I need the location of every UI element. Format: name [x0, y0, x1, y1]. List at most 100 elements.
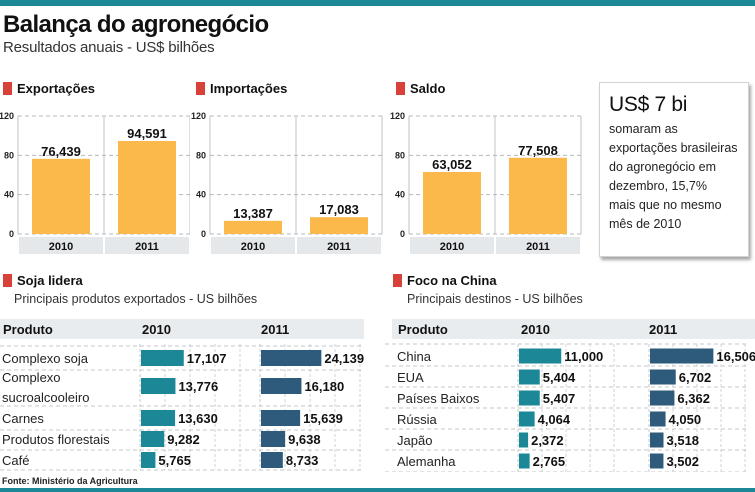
- legend-square-icon: [393, 274, 402, 287]
- row-label: Rússia: [397, 412, 438, 427]
- bar-value-label: 16,180: [304, 379, 344, 394]
- row-label: China: [397, 349, 432, 364]
- category-label-bg: [19, 237, 103, 254]
- legend-square-icon: [196, 82, 205, 95]
- y-tick-label: 120: [191, 111, 206, 121]
- bar-value-label: 2,372: [531, 433, 564, 448]
- bar-2010: [141, 452, 156, 468]
- soja-chart: Complexo soja 17,107 24,139 Complexo sucroal…: [0, 344, 364, 471]
- y-tick-label: 120: [390, 111, 405, 121]
- bar-2010: [519, 453, 530, 469]
- bar-value-label: 4,050: [669, 412, 702, 427]
- callout-headline: US$ 7 bi: [609, 93, 688, 116]
- row-label: sucroalcooleiro: [2, 390, 89, 405]
- header-2010: 2010: [521, 321, 550, 337]
- bar-value-label: 9,638: [288, 432, 321, 447]
- soja-subtitle: Principais produtos exportados - US bilh…: [14, 292, 258, 306]
- row-label: Produtos florestais: [2, 432, 110, 447]
- legend-square-icon: [3, 82, 12, 95]
- saldo-title: Saldo: [410, 81, 446, 96]
- bar-2011: [261, 350, 322, 366]
- category-label-bg: [297, 237, 381, 254]
- bar-2011: [261, 378, 302, 394]
- bar-2011: [118, 140, 176, 234]
- header-2010: 2010: [142, 321, 171, 337]
- soja-table-header: Produto 2010 2011: [0, 319, 364, 339]
- bar-2011: [261, 410, 301, 426]
- bar-value-label: 5,404: [543, 370, 576, 385]
- bar-value-label: 13,776: [178, 379, 218, 394]
- bar-value-label: 16,506: [716, 349, 755, 364]
- bar-value-label: 11,000: [564, 349, 603, 364]
- y-tick-label: 80: [395, 150, 405, 160]
- row-label: Complexo: [2, 370, 61, 385]
- exportacoes-chart: 0 40 80 120 76,439 2010 94,591 2011: [0, 111, 190, 254]
- callout-line: exportações brasileiras: [609, 141, 738, 155]
- y-tick-label: 40: [395, 190, 405, 200]
- callout-line: somaram as: [609, 122, 678, 136]
- x-tick-label: 2011: [327, 241, 351, 253]
- bar-2011: [650, 411, 666, 427]
- bar-2010: [519, 390, 540, 406]
- bar-2010: [519, 432, 529, 448]
- category-label-bg: [410, 237, 494, 254]
- bar-value-label: 77,508: [518, 143, 558, 158]
- row-label: Japão: [397, 433, 432, 448]
- row-label: EUA: [397, 370, 424, 385]
- y-tick-label: 80: [4, 150, 14, 160]
- soja-label: Soja lidera: [3, 273, 83, 288]
- y-tick-label: 80: [196, 150, 206, 160]
- china-table-header: Produto 2010 2011: [392, 319, 755, 339]
- bar-value-label: 9,282: [167, 432, 200, 447]
- bar-value-label: 13,387: [233, 206, 273, 221]
- callout-line: mais que no mesmo: [609, 198, 722, 212]
- source-note: Fonte: Ministério da Agricultura: [2, 476, 138, 486]
- bar-2011: [650, 369, 676, 385]
- row-label: Café: [2, 453, 29, 468]
- exportacoes-title: Exportações: [17, 81, 96, 96]
- bar-2011: [310, 217, 368, 234]
- category-label-bg: [211, 237, 295, 254]
- bar-value-label: 94,591: [127, 126, 167, 141]
- bar-value-label: 3,502: [666, 454, 699, 469]
- soja-title: Soja lidera: [17, 273, 83, 288]
- saldo-chart: 0 40 80 120 63,052 2010 77,508 2011: [390, 111, 582, 254]
- row-label: Países Baixos: [397, 391, 480, 406]
- x-tick-label: 2011: [526, 241, 550, 253]
- bar-value-label: 5,765: [158, 453, 191, 468]
- x-tick-label: 2010: [241, 241, 265, 253]
- bar-value-label: 17,107: [187, 351, 227, 366]
- saldo-label: Saldo: [396, 81, 445, 96]
- bar-2011: [509, 157, 567, 234]
- y-tick-label: 0: [400, 229, 405, 239]
- bar-value-label: 76,439: [41, 144, 81, 159]
- bar-value-label: 13,630: [178, 411, 218, 426]
- importacoes-title: Importações: [210, 81, 288, 96]
- header-produto: Produto: [398, 321, 448, 337]
- bar-value-label: 3,518: [667, 433, 700, 448]
- y-tick-label: 40: [4, 190, 14, 200]
- bar-value-label: 63,052: [432, 157, 472, 172]
- bar-2011: [650, 432, 664, 448]
- importacoes-label: Importações: [196, 81, 287, 96]
- bar-2011: [650, 453, 664, 469]
- callout-box: US$ 7 bi somaram as exportações brasilei…: [599, 82, 749, 257]
- header-produto: Produto: [3, 321, 53, 337]
- bar-value-label: 2,765: [533, 454, 566, 469]
- callout-line: dezembro, 15,7%: [609, 179, 707, 193]
- bar-2010: [141, 378, 176, 394]
- bar-2011: [650, 390, 675, 406]
- bottom-accent-bar: [0, 488, 755, 492]
- callout-line: mês de 2010: [609, 217, 682, 231]
- x-tick-label: 2011: [135, 241, 159, 253]
- bar-2010: [141, 410, 176, 426]
- bar-value-label: 17,083: [319, 202, 359, 217]
- bar-value-label: 4,064: [538, 412, 571, 427]
- header-2011: 2011: [261, 321, 290, 337]
- bar-2010: [519, 369, 540, 385]
- importacoes-chart: 0 40 80 120 13,387 2010 17,083 2011: [191, 111, 383, 254]
- x-tick-label: 2010: [49, 241, 73, 253]
- bar-value-label: 24,139: [324, 351, 364, 366]
- bar-value-label: 8,733: [286, 453, 319, 468]
- callout-text: somaram as exportações brasileiras do ag…: [609, 120, 739, 234]
